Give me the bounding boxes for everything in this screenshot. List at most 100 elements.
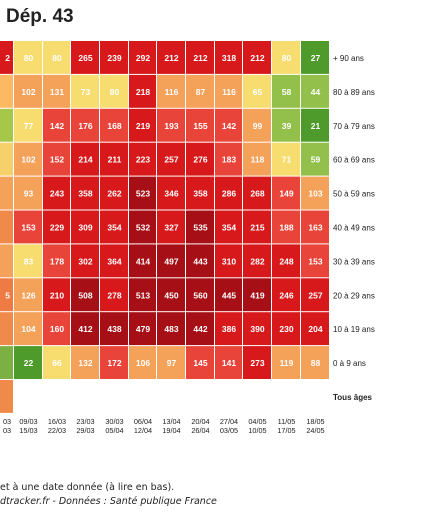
row-label-age-group: 70 à 79 ans (333, 122, 375, 131)
heatmap-cell-value: 414 (136, 256, 150, 266)
heatmap-cell (243, 312, 271, 346)
heatmap-cell-value: 171 (50, 392, 64, 402)
row-label-age-group: 50 à 59 ans (333, 190, 375, 199)
heatmap-cell (243, 108, 271, 142)
heatmap-cell-value: 80 (110, 87, 120, 97)
heatmap-cell (129, 346, 156, 379)
heatmap-cell (215, 176, 242, 210)
heatmap-cell (272, 41, 300, 74)
heatmap-cell (100, 41, 128, 74)
row-label-age-group: + 90 ans (333, 54, 364, 63)
heatmap-cell-value: 212 (250, 53, 264, 63)
heatmap-cell-value: 172 (107, 358, 121, 368)
row-label-age-group: 10 à 19 ans (333, 325, 375, 334)
heatmap-cell-value: 93 (24, 189, 34, 199)
heatmap-cell-value: 438 (107, 324, 121, 334)
heatmap-cell (0, 41, 13, 74)
heatmap-cell (215, 142, 242, 176)
heatmap-cell (243, 176, 271, 210)
row-label-age-group: 20 à 29 ans (333, 291, 375, 300)
heatmap-cell-value: 513 (136, 290, 150, 300)
column-label-week-end: 22/03 (48, 426, 66, 435)
heatmap-cell (243, 41, 271, 74)
heatmap-cell (157, 346, 185, 379)
heatmap-cell (14, 210, 42, 244)
heatmap-cell-value: 73 (81, 87, 91, 97)
heatmap-cell (43, 41, 70, 74)
column-label-week-end: 03/05 (220, 426, 238, 435)
heatmap-cell-value: 268 (250, 189, 264, 199)
heatmap-cell-value: 106 (136, 358, 150, 368)
heatmap-cell (100, 142, 128, 176)
heatmap-cell (301, 176, 329, 210)
heatmap-cell (215, 380, 242, 413)
footer-note-source: dtracker.fr - Données : Santé publique F… (0, 496, 217, 507)
heatmap-cell (272, 142, 300, 176)
row-label-age-group: 0 à 9 ans (333, 359, 366, 368)
heatmap-cell (186, 74, 214, 108)
heatmap-cell-value: 99 (253, 121, 263, 131)
heatmap-cell (301, 210, 329, 244)
column-label-week-end: 05/04 (105, 426, 123, 435)
heatmap-cell-value: 214 (78, 155, 92, 165)
heatmap-cell-value: 150 (279, 392, 293, 402)
heatmap-cell (215, 278, 242, 312)
heatmap-cell-value: 358 (78, 189, 92, 199)
heatmap-cell (43, 74, 70, 108)
heatmap-cell-value: 212 (164, 53, 178, 63)
column-label-partial: 03 (3, 417, 11, 426)
heatmap-cell-value: 80 (282, 53, 292, 63)
heatmap-cell-value: 204 (308, 324, 322, 334)
heatmap-cell-value: 419 (250, 290, 264, 300)
heatmap-cell-value: 77 (24, 121, 34, 131)
heatmap-cell (272, 108, 300, 142)
heatmap-cell (243, 142, 271, 176)
heatmap-cell-value: 142 (50, 121, 64, 131)
heatmap-cell-value: 219 (136, 121, 150, 131)
heatmap-cell (14, 312, 42, 346)
heatmap-cell (14, 108, 42, 142)
column-label-week-start: 06/04 (134, 417, 152, 426)
heatmap-cell-value: 218 (136, 87, 150, 97)
heatmap-cell-value: 286 (222, 189, 236, 199)
heatmap-cell (301, 74, 329, 108)
heatmap-cell (215, 244, 242, 278)
heatmap-cell (186, 244, 214, 278)
heatmap-cell (71, 108, 99, 142)
heatmap-cell (0, 312, 13, 346)
heatmap-cell-value: 88 (311, 358, 321, 368)
heatmap-cell (100, 176, 128, 210)
heatmap-cell-value: 120 (308, 392, 322, 402)
heatmap-cell (129, 380, 156, 413)
row-label-age-group: 40 à 49 ans (333, 223, 375, 232)
heatmap-cell (272, 278, 300, 312)
heatmap-cell (43, 176, 70, 210)
column-label-week-start: 23/03 (76, 417, 94, 426)
heatmap-cell-value: 273 (250, 358, 264, 368)
heatmap-cell (0, 142, 13, 176)
heatmap-cell-value: 104 (21, 324, 35, 334)
heatmap-cell-value: 368 (136, 392, 150, 402)
heatmap-cell-value: 97 (167, 358, 177, 368)
column-label-week-end: 12/04 (134, 426, 152, 435)
column-label-week-end: 10/05 (248, 426, 266, 435)
heatmap-cell (272, 210, 300, 244)
heatmap-cell-value: 119 (280, 358, 294, 368)
heatmap-cell-value: 243 (50, 189, 64, 199)
column-label-week-start: 30/03 (105, 417, 123, 426)
column-label-week-start: 11/05 (278, 417, 296, 426)
column-label-week-end: 19/04 (162, 426, 180, 435)
heatmap-cell-value: 358 (193, 189, 207, 199)
heatmap-cell-value: 145 (193, 358, 207, 368)
heatmap-cell-value: 152 (50, 155, 64, 165)
heatmap-cell-value: 58 (282, 87, 292, 97)
heatmap-cell (215, 210, 242, 244)
heatmap-cell (215, 41, 242, 74)
heatmap-cell (301, 346, 329, 379)
heatmap-cell (129, 176, 156, 210)
heatmap-cell-value: 153 (21, 222, 35, 232)
heatmap-cell-value: 44 (311, 87, 321, 97)
heatmap-cell-value: 188 (279, 222, 293, 232)
heatmap-cell-value: 257 (164, 155, 178, 165)
heatmap-cell-value: 560 (193, 290, 207, 300)
